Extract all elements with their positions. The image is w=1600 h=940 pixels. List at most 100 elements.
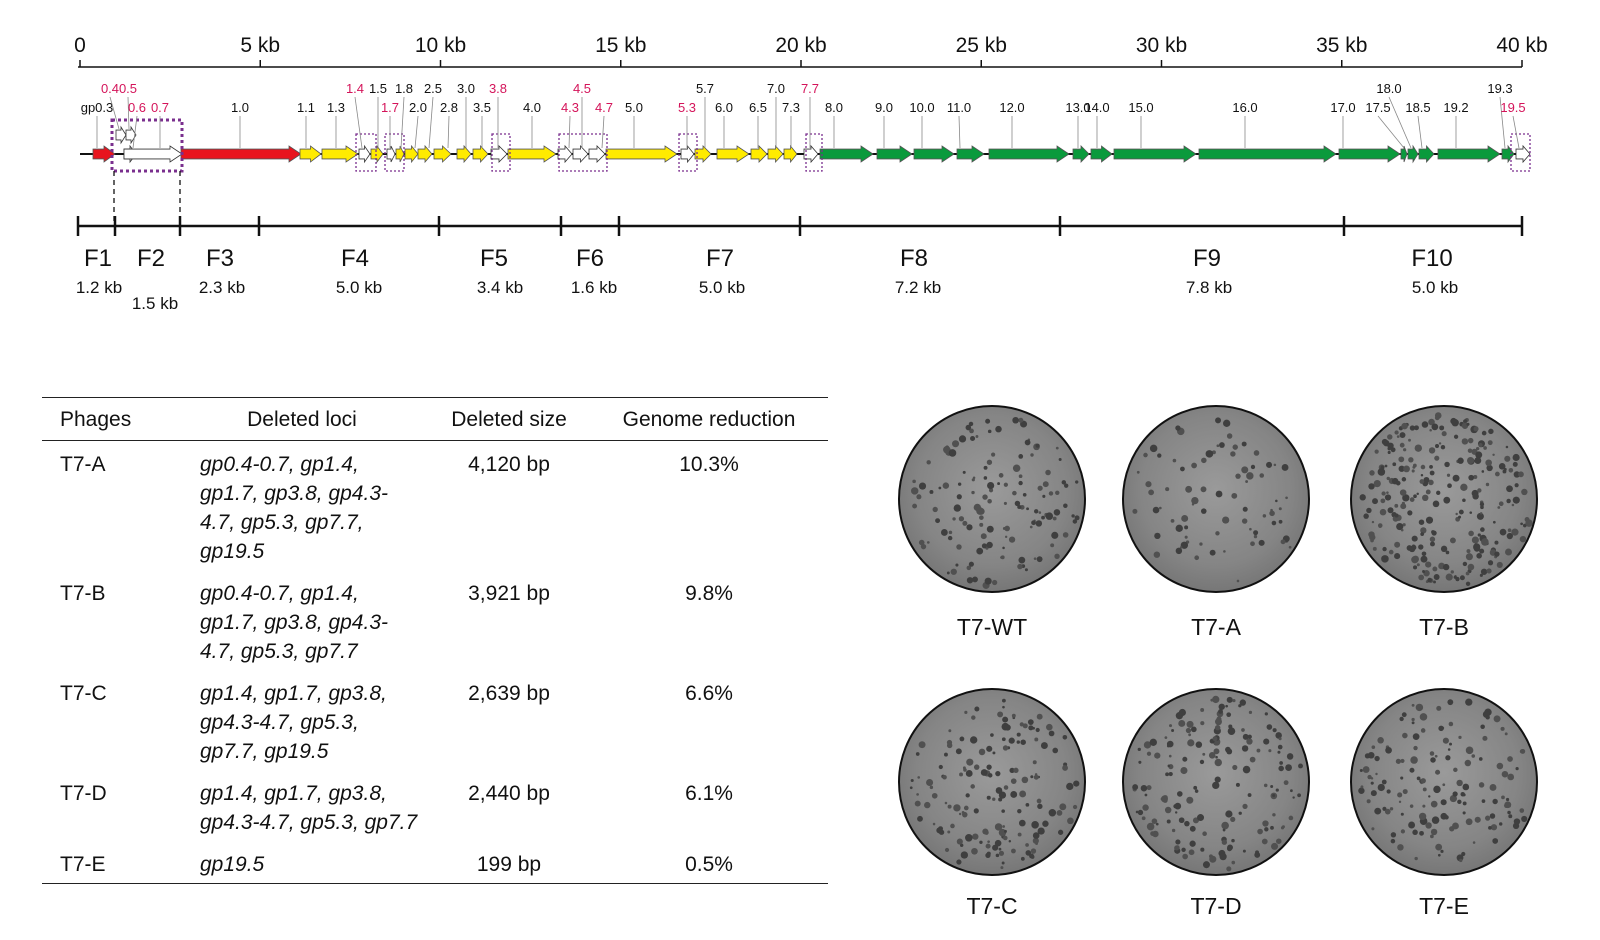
plaque bbox=[1012, 464, 1021, 472]
gene-label: 7.0 bbox=[767, 81, 785, 96]
plaque bbox=[1231, 838, 1235, 843]
gene-arrow bbox=[1515, 144, 1531, 164]
plaque bbox=[1374, 449, 1379, 454]
plaque bbox=[1197, 814, 1205, 822]
gene-arrow bbox=[115, 125, 127, 145]
fragment-name: F7 bbox=[706, 245, 734, 272]
plaque bbox=[1433, 785, 1441, 794]
plaque bbox=[1036, 713, 1043, 720]
plaque bbox=[1227, 727, 1236, 735]
header-deleted-size: Deleted size bbox=[428, 397, 590, 441]
plaque bbox=[1179, 546, 1183, 549]
plate-label: T7-WT bbox=[956, 614, 1028, 640]
plaque bbox=[986, 795, 991, 800]
plaque bbox=[1394, 553, 1401, 560]
plaque bbox=[1226, 866, 1232, 872]
plaque bbox=[1434, 455, 1440, 461]
plaque bbox=[1017, 563, 1023, 570]
plaque bbox=[1153, 551, 1161, 558]
plaque bbox=[1025, 850, 1032, 856]
plaque bbox=[1028, 725, 1034, 731]
plaque bbox=[1278, 507, 1282, 511]
cell-size: 4,120 bp bbox=[468, 453, 550, 476]
plaque bbox=[1270, 825, 1274, 830]
plaque bbox=[1492, 838, 1499, 844]
plaque bbox=[1494, 551, 1500, 557]
plaque bbox=[1477, 488, 1482, 493]
plaque bbox=[932, 822, 936, 826]
plaque bbox=[1395, 480, 1401, 486]
gene-label: 1.3 bbox=[327, 100, 345, 115]
plaque bbox=[1447, 748, 1451, 751]
plaque bbox=[917, 815, 923, 822]
plaque bbox=[1465, 698, 1473, 706]
gene-label: 4.5 bbox=[573, 81, 591, 96]
plaque bbox=[998, 847, 1002, 851]
plaque bbox=[1264, 712, 1268, 716]
plaque bbox=[1449, 742, 1452, 746]
gene-arrow bbox=[180, 145, 302, 163]
plaque bbox=[1396, 522, 1404, 531]
plaque bbox=[1481, 538, 1489, 546]
gene-label: 5.0 bbox=[625, 100, 643, 115]
plate-label: T7-B bbox=[1419, 614, 1469, 640]
plaque bbox=[1246, 738, 1253, 745]
plaque bbox=[1184, 535, 1188, 539]
plaque bbox=[1409, 497, 1415, 502]
plaque bbox=[1004, 535, 1008, 539]
plaque bbox=[952, 517, 956, 521]
gene-label: 2.8 bbox=[440, 100, 458, 115]
plaque bbox=[1395, 758, 1401, 764]
plaque bbox=[1439, 425, 1445, 431]
plaque bbox=[1143, 452, 1148, 458]
plaque bbox=[1444, 461, 1450, 468]
plaque bbox=[1465, 746, 1474, 755]
plaque bbox=[1480, 568, 1488, 575]
plaque bbox=[1003, 829, 1007, 833]
plaque bbox=[1255, 850, 1260, 855]
plaque bbox=[1034, 737, 1039, 742]
plaque bbox=[1379, 508, 1387, 516]
plaque bbox=[1029, 525, 1033, 529]
plaque bbox=[1199, 542, 1203, 546]
plaque bbox=[1506, 485, 1513, 493]
plaque bbox=[1052, 747, 1059, 754]
plaque bbox=[1167, 764, 1171, 768]
plaque bbox=[1472, 493, 1479, 500]
plaque bbox=[1188, 733, 1192, 737]
gene-label: 19.3 bbox=[1487, 81, 1512, 96]
plaque bbox=[1461, 438, 1469, 445]
gene-labels: gp0.3 0.4 0.5 0.6 0.7 1.0 1.1 1.31.4 1.5 1.7 1.8 2.… bbox=[81, 81, 1526, 149]
plaque bbox=[973, 764, 980, 770]
gene-arrow bbox=[750, 145, 768, 163]
plaque bbox=[969, 428, 974, 434]
plaque bbox=[1514, 483, 1519, 488]
plaque bbox=[1277, 744, 1283, 750]
plaque bbox=[987, 498, 992, 504]
plaque bbox=[1219, 853, 1227, 861]
plaque bbox=[1382, 806, 1387, 811]
plaque bbox=[1494, 471, 1500, 477]
plaque bbox=[1372, 546, 1377, 551]
gene-arrow bbox=[803, 144, 819, 164]
plaque bbox=[1004, 724, 1011, 731]
gene-leader bbox=[1512, 115, 1520, 149]
gene-label: 6.0 bbox=[715, 100, 733, 115]
plaque bbox=[915, 752, 920, 756]
plaque bbox=[1230, 451, 1236, 457]
plaque bbox=[1017, 808, 1022, 814]
plaque bbox=[1140, 784, 1148, 792]
plaque bbox=[1410, 756, 1418, 764]
plaque bbox=[1411, 717, 1415, 722]
plaque bbox=[1030, 775, 1034, 779]
plaque bbox=[1062, 734, 1068, 740]
plaque bbox=[1018, 454, 1024, 459]
plaque bbox=[1018, 556, 1026, 564]
plaque bbox=[1042, 494, 1046, 498]
plaque bbox=[1428, 447, 1436, 454]
plaque bbox=[1157, 453, 1162, 458]
plaque bbox=[1370, 777, 1374, 780]
plaque bbox=[1476, 447, 1480, 451]
plaque bbox=[1387, 446, 1392, 451]
plaque bbox=[1412, 465, 1416, 469]
